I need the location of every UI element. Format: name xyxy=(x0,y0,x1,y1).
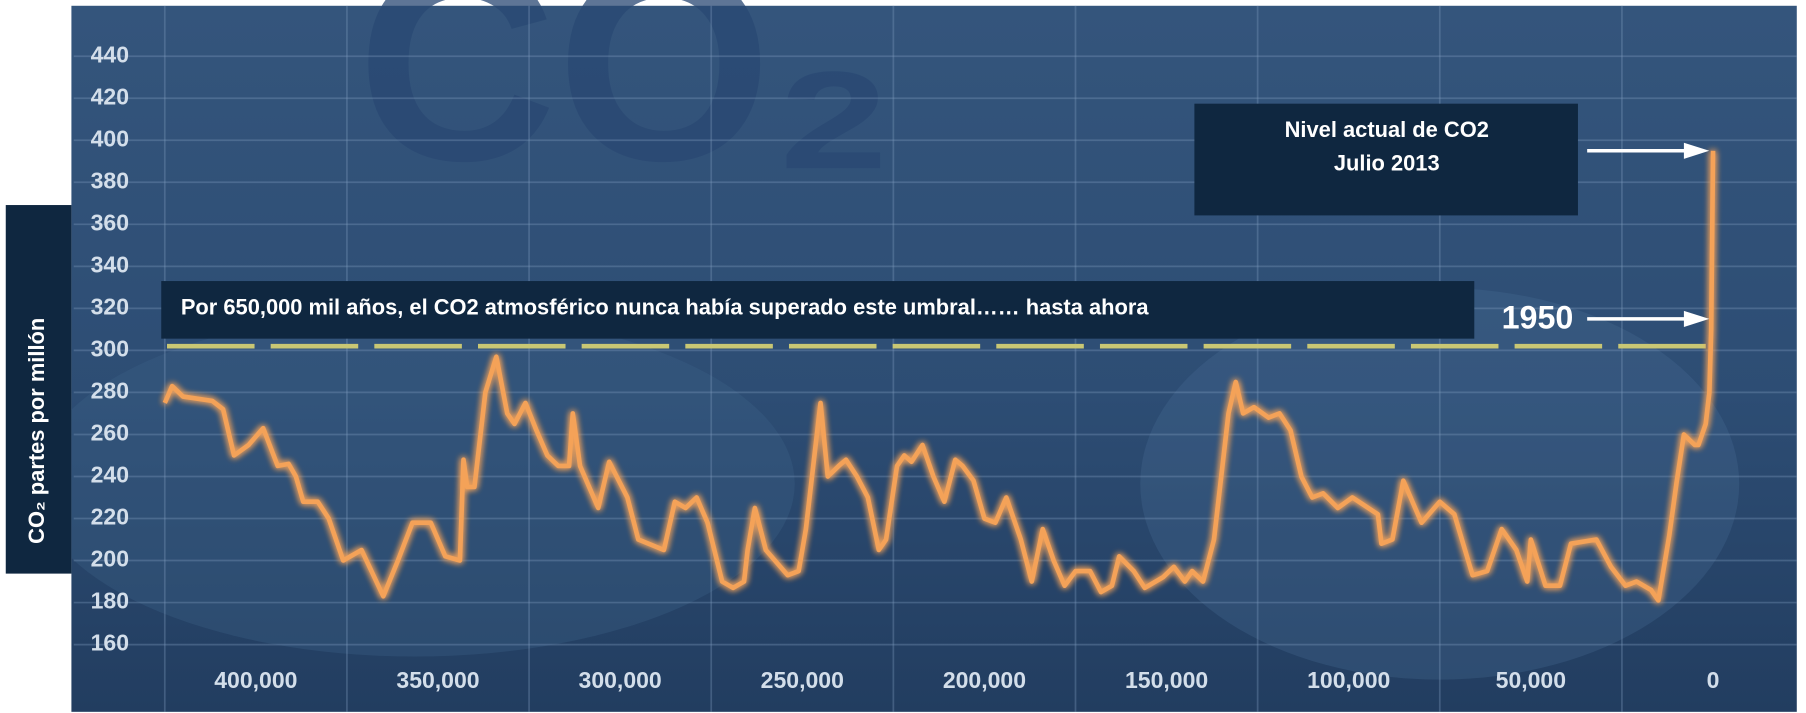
x-tick-label: 0 xyxy=(1707,667,1720,693)
annotation-text: Julio 2013 xyxy=(1334,151,1440,176)
annotation-box xyxy=(1194,103,1578,216)
annotation-text: 1950 xyxy=(1502,300,1574,336)
x-tick-label: 50,000 xyxy=(1496,667,1566,693)
y-tick-label: 160 xyxy=(91,630,129,656)
y-axis-label: CO₂ partes por millón xyxy=(24,318,49,544)
x-tick-label: 350,000 xyxy=(396,667,479,693)
y-tick-label: 180 xyxy=(91,588,129,614)
y-tick-label: 380 xyxy=(91,167,129,193)
y-tick-label: 240 xyxy=(91,462,129,488)
threshold-label-box xyxy=(161,281,1475,339)
y-tick-label: 260 xyxy=(91,420,129,446)
y-tick-label: 280 xyxy=(91,378,129,404)
y-tick-label: 300 xyxy=(91,335,129,361)
data-line xyxy=(162,150,1716,603)
y-tick-label: 320 xyxy=(91,293,129,319)
y-tick-label: 360 xyxy=(91,209,129,235)
y-tick-label: 420 xyxy=(91,83,129,109)
y-tick-label: 440 xyxy=(91,41,129,67)
background-shape xyxy=(1140,287,1740,680)
x-tick-label: 250,000 xyxy=(761,667,844,693)
y-tick-label: 220 xyxy=(91,504,129,530)
x-tick-label: 300,000 xyxy=(579,667,662,693)
y-label-box xyxy=(5,205,72,574)
arrow-head xyxy=(1683,310,1710,327)
x-tick-label: 150,000 xyxy=(1125,667,1208,693)
x-tick-label: 400,000 xyxy=(214,667,297,693)
background-shape xyxy=(34,311,795,657)
y-tick-label: 200 xyxy=(91,546,129,572)
annotation-text: Nivel actual de CO2 xyxy=(1285,117,1489,142)
y-tick-label: 340 xyxy=(91,251,129,277)
y-tick-label: 400 xyxy=(91,125,129,151)
watermark: CO₂ xyxy=(357,0,894,218)
threshold-label: Por 650,000 mil años, el CO2 atmosférico… xyxy=(181,294,1150,319)
x-tick-label: 200,000 xyxy=(943,667,1026,693)
x-tick-label: 100,000 xyxy=(1307,667,1390,693)
arrow-head xyxy=(1683,142,1710,159)
